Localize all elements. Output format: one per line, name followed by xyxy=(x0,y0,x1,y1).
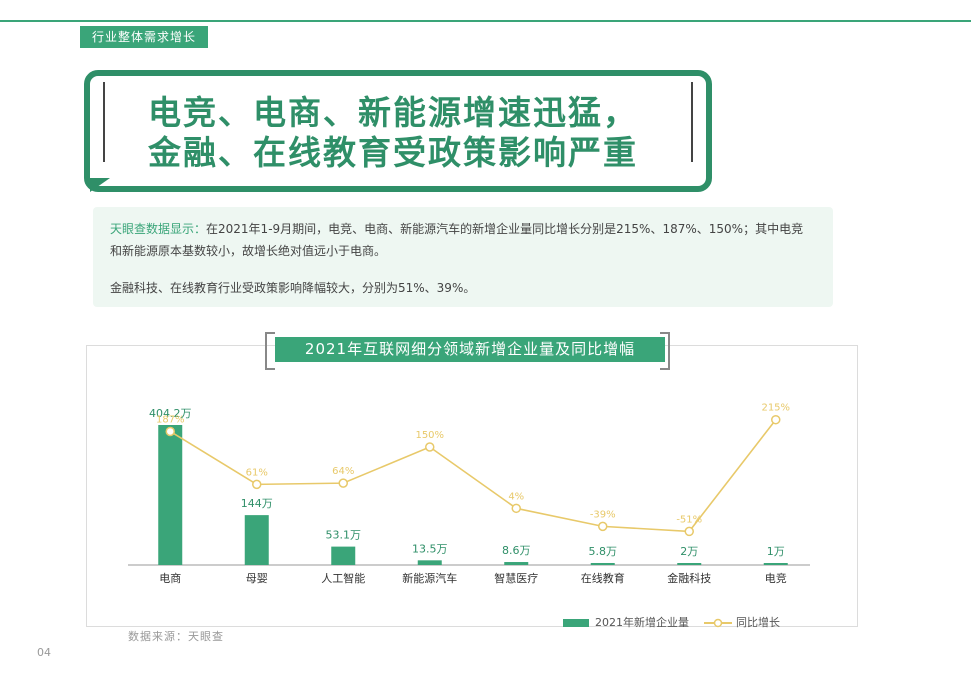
legend-line-swatch xyxy=(704,618,732,628)
chart-title-bracket-left xyxy=(265,332,275,370)
bar-5 xyxy=(590,562,615,565)
chart-title: 2021年互联网细分领域新增企业量及同比增幅 xyxy=(275,337,665,362)
bar-label-4: 8.6万 xyxy=(502,544,531,557)
bar-label-1: 144万 xyxy=(241,497,273,510)
title-box xyxy=(84,70,712,192)
chart-title-bracket-right xyxy=(660,332,670,370)
growth-point-4 xyxy=(511,503,521,514)
growth-label-1: 61% xyxy=(246,467,268,478)
category-label-2: 人工智能 xyxy=(321,571,365,585)
growth-label-0: 187% xyxy=(156,414,185,425)
growth-point-5 xyxy=(598,521,608,532)
growth-label-5: -39% xyxy=(590,509,616,520)
legend-line-item: 同比增长 xyxy=(704,614,780,630)
growth-label-3: 150% xyxy=(415,430,444,441)
legend-bar-item: 2021年新增企业量 xyxy=(563,614,689,630)
growth-label-4: 4% xyxy=(508,491,524,502)
growth-point-6 xyxy=(684,526,694,537)
legend-bar-swatch xyxy=(563,619,589,627)
info-paragraph-2: 金融科技、在线教育行业受政策影响降幅较大，分别为51%、39%。 xyxy=(110,281,476,295)
growth-point-7 xyxy=(771,414,781,425)
page-number: 04 xyxy=(37,646,51,659)
info-source-lead: 天眼查数据显示： xyxy=(110,222,207,236)
bar-3 xyxy=(417,560,442,565)
growth-point-3 xyxy=(425,442,435,452)
growth-label-7: 215% xyxy=(761,403,790,414)
bar-label-5: 5.8万 xyxy=(589,545,618,558)
bar-label-6: 2万 xyxy=(680,545,698,558)
bar-1 xyxy=(244,515,269,565)
bar-7 xyxy=(763,563,788,565)
category-label-6: 金融科技 xyxy=(667,571,711,585)
category-label-4: 智慧医疗 xyxy=(494,571,538,585)
speech-tail xyxy=(84,178,110,192)
headline-line-1: 电竞、电商、新能源增速迅猛， xyxy=(148,93,638,132)
legend-line-label: 同比增长 xyxy=(736,616,780,629)
category-label-7: 电竞 xyxy=(765,571,787,585)
growth-point-0 xyxy=(165,426,175,437)
growth-point-1 xyxy=(252,479,262,490)
category-label-3: 新能源汽车 xyxy=(402,571,457,585)
growth-label-6: -51% xyxy=(676,514,702,525)
bar-label-7: 1万 xyxy=(767,545,785,558)
bar-4 xyxy=(504,562,529,565)
legend-bar-label: 2021年新增企业量 xyxy=(595,616,689,629)
top-rule xyxy=(0,20,971,22)
bar-label-2: 53.1万 xyxy=(326,529,362,542)
section-tab: 行业整体需求增长 xyxy=(80,26,209,48)
info-box xyxy=(93,207,833,307)
title-inner-frame xyxy=(103,82,693,162)
category-label-1: 母婴 xyxy=(246,572,268,585)
bar-2 xyxy=(331,546,356,565)
bar-label-0: 404.2万 xyxy=(149,407,192,420)
bar-0 xyxy=(158,425,183,565)
bar-label-3: 13.5万 xyxy=(412,542,448,555)
category-label-5: 在线教育 xyxy=(581,571,625,585)
headline-line-2: 金融、在线教育受政策影响严重 xyxy=(148,133,638,172)
growth-label-2: 64% xyxy=(332,466,354,477)
data-source: 数据来源：天眼查 xyxy=(128,630,224,643)
category-label-0: 电商 xyxy=(159,571,181,585)
growth-line xyxy=(169,419,777,533)
info-paragraph-1: 天眼查数据显示：在2021年1-9月期间，电竞、电商、新能源汽车的新增企业量同比… xyxy=(110,218,815,262)
growth-point-2 xyxy=(338,478,348,488)
info-paragraph-1-text: 在2021年1-9月期间，电竞、电商、新能源汽车的新增企业量同比增长分别是215… xyxy=(110,222,804,258)
bar-6 xyxy=(677,563,702,565)
